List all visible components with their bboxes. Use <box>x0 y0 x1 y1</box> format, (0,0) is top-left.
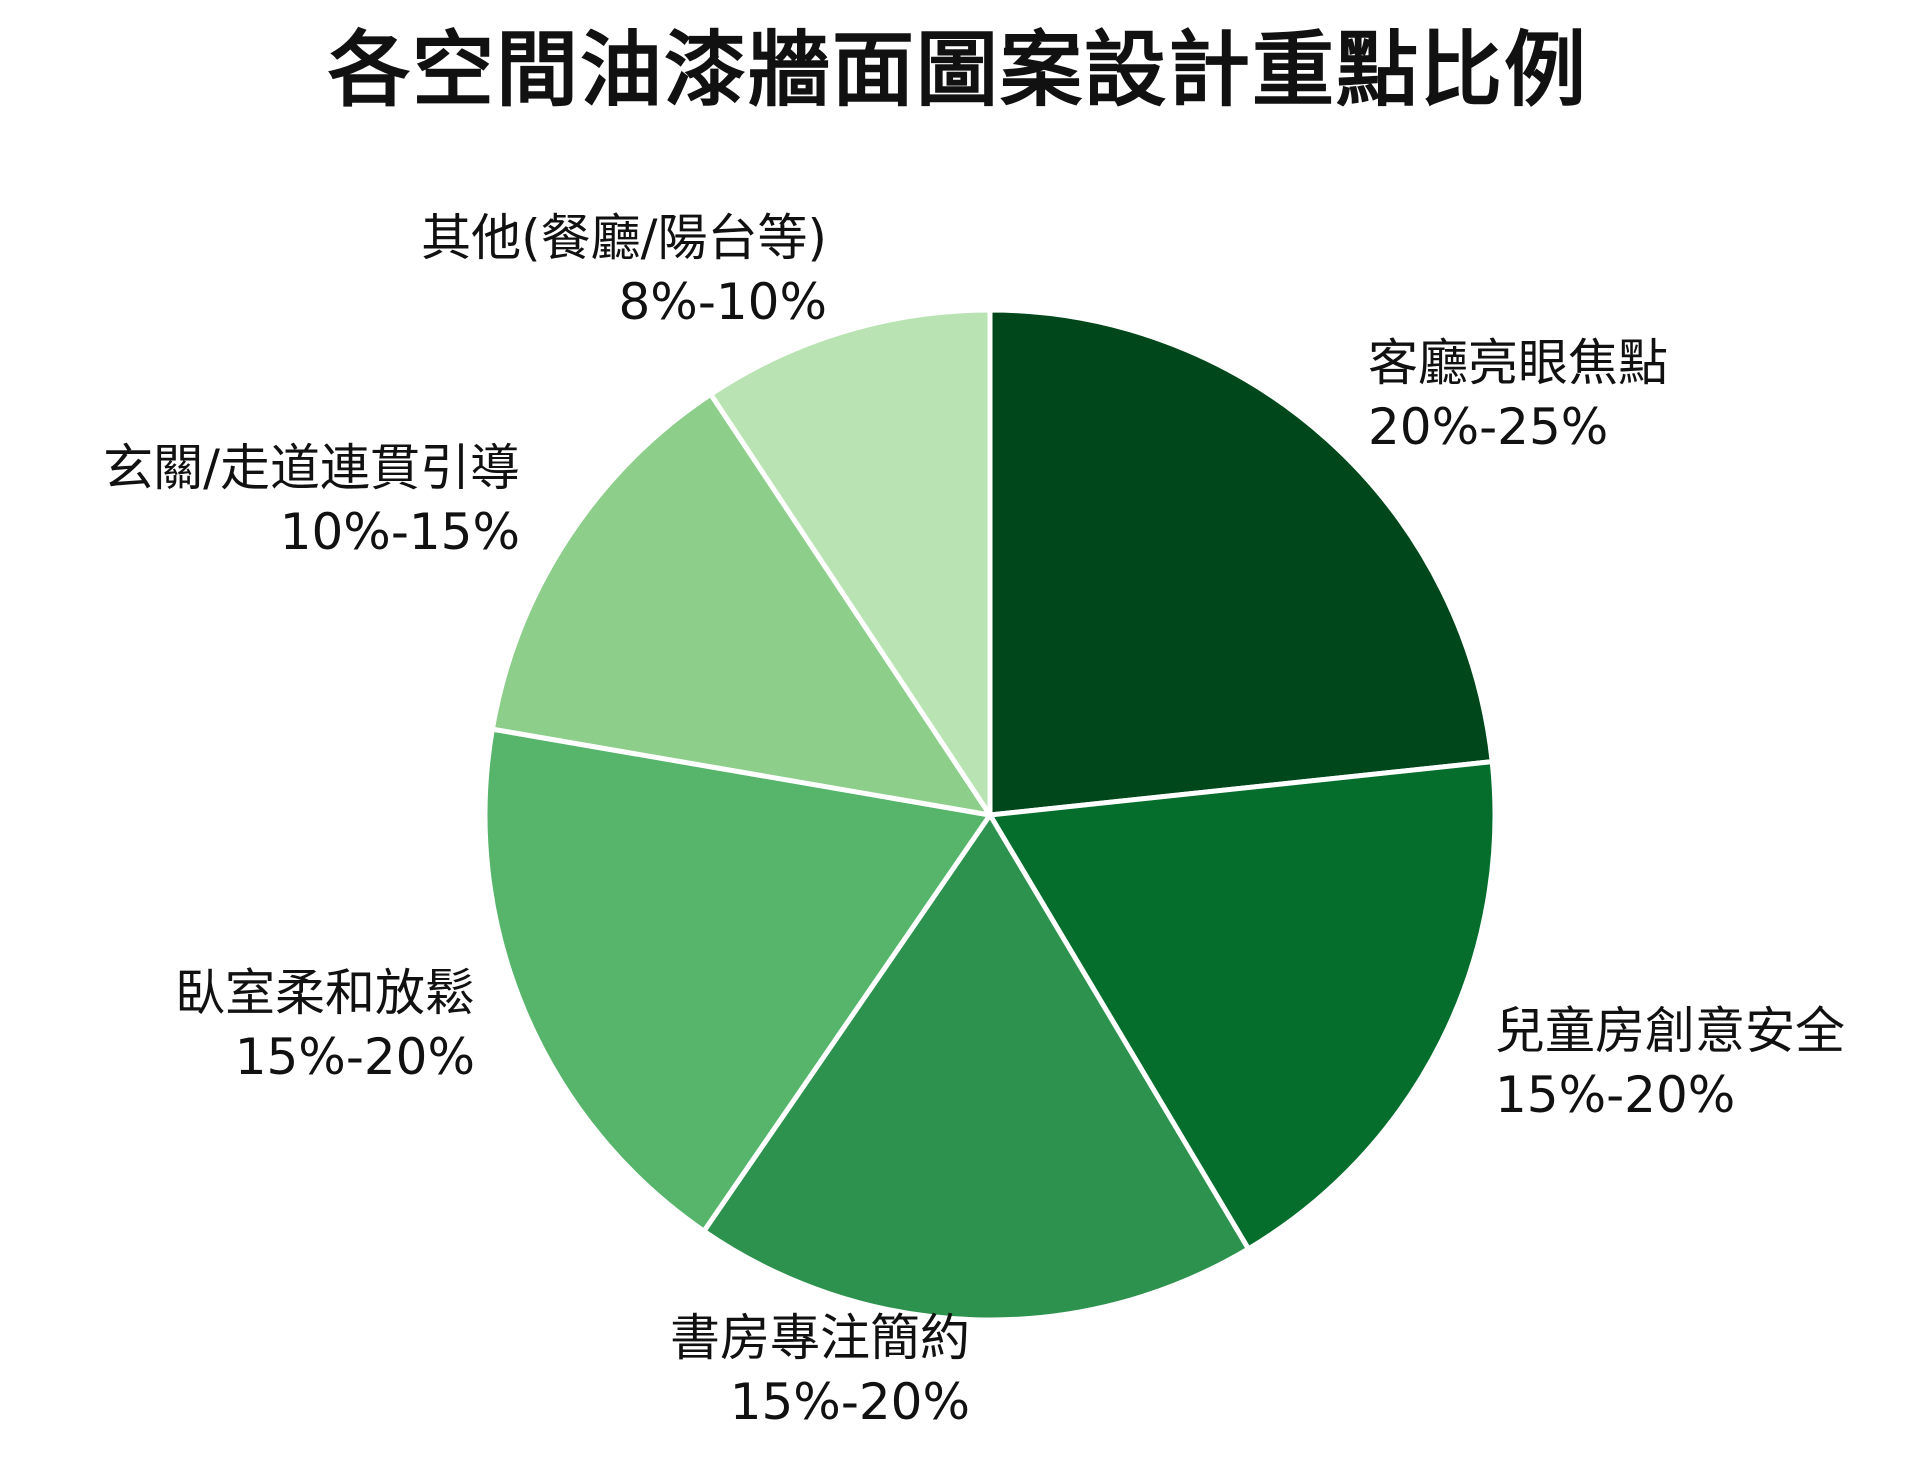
chart-title: 各空間油漆牆面圖案設計重點比例 <box>327 23 1588 118</box>
pie-slice-5 <box>489 391 993 818</box>
slice-value-label-4: 15%-20% <box>235 1028 475 1086</box>
slice-label-3: 書房專注簡約 <box>670 1309 970 1367</box>
pie-slice-4 <box>482 726 993 1234</box>
slice-value-label-3: 15%-20% <box>730 1373 970 1431</box>
pie-slice-1 <box>987 307 1495 818</box>
slice-label-2: 兒童房創意安全 <box>1495 1002 1845 1060</box>
slice-label-5: 玄關/走道連貫引導 <box>103 439 520 497</box>
slice-label-6: 其他(餐廳/陽台等) <box>421 209 827 267</box>
slice-value-label-6: 8%-10% <box>619 273 828 331</box>
pie-slices <box>482 307 1498 1323</box>
slice-label-1: 客廳亮眼焦點 <box>1368 334 1668 392</box>
slice-value-label-5: 10%-15% <box>280 503 520 561</box>
slice-value-label-2: 15%-20% <box>1495 1066 1735 1124</box>
slice-label-4: 臥室柔和放鬆 <box>175 964 475 1022</box>
slice-value-label-1: 20%-25% <box>1368 398 1608 456</box>
pie-slice-2 <box>987 759 1498 1252</box>
pie-slice-6 <box>708 307 993 818</box>
pie-slice-3 <box>701 812 1251 1323</box>
pie-labels: 客廳亮眼焦點 20%-25% 兒童房創意安全 15%-20% 書房專注簡約 15%-20%… <box>103 209 1845 1431</box>
